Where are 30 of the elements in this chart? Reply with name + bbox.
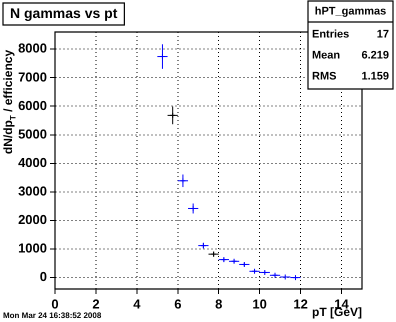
- point: [210, 251, 217, 258]
- text: RMS 1.159: [312, 70, 389, 83]
- y-axis-title: dN/dpT / efficiency: [1, 50, 18, 154]
- x-tick-label: 6: [174, 296, 182, 312]
- y-tick-label: 4000: [18, 154, 47, 170]
- x-tick-label: 2: [92, 296, 100, 312]
- x-tick-label: 4: [133, 296, 142, 312]
- x-tick-label: 0: [51, 296, 59, 312]
- y-tick-label: 1000: [18, 240, 47, 256]
- y-tick-label: 7000: [18, 69, 47, 84]
- y-tick-label: 6000: [18, 98, 47, 113]
- text: Mean 6.219: [312, 50, 389, 62]
- y-tick-label: 5000: [18, 126, 47, 142]
- point: [220, 256, 227, 263]
- text: hPT_gammas: [314, 6, 386, 18]
- point: [231, 258, 238, 264]
- point: [180, 178, 186, 184]
- text: Entries 17: [312, 28, 389, 41]
- x-tick-label: 10: [252, 296, 267, 312]
- y-tick-label: 0: [40, 269, 47, 284]
- y-tick-label: 3000: [18, 183, 47, 198]
- x-tick-label: 12: [293, 296, 308, 312]
- x-tick-label: 8: [215, 296, 222, 312]
- point: [252, 268, 258, 274]
- y-tick-label: 8000: [18, 40, 47, 56]
- chart-title: N gammas vs pt: [10, 4, 118, 21]
- point: [170, 112, 176, 118]
- text: Mon Mar 24 16:38:52 2008: [3, 311, 102, 320]
- y-tick-label: 2000: [18, 212, 47, 228]
- point: [200, 242, 206, 249]
